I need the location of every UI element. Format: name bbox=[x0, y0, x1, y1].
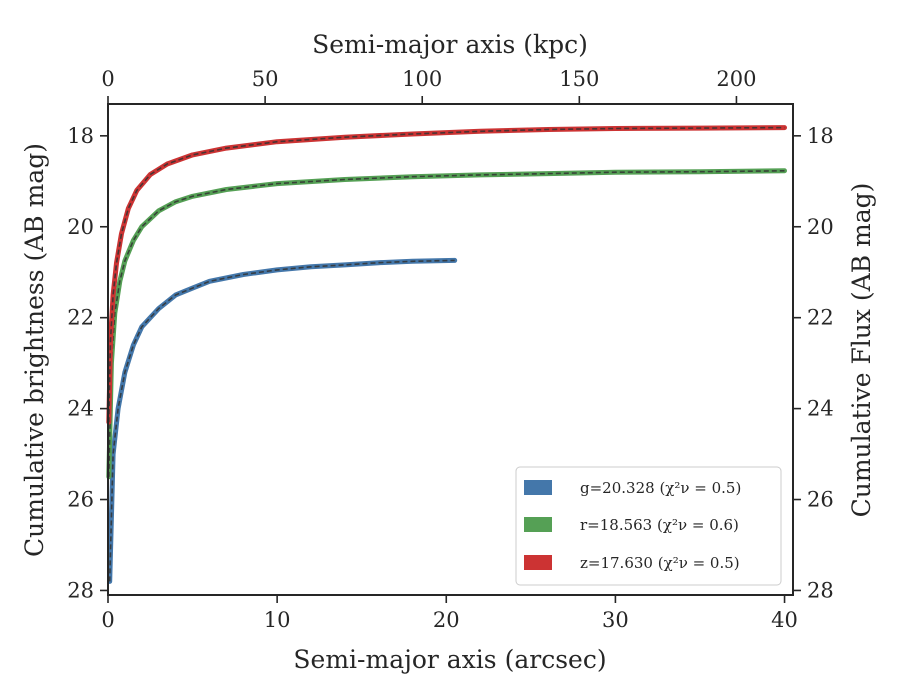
series-model-line-0 bbox=[108, 259, 455, 582]
legend-swatch-r bbox=[524, 517, 552, 532]
x-axis-label: Semi-major axis (arcsec) bbox=[293, 645, 606, 674]
series-model-line-2 bbox=[108, 126, 785, 423]
y2-tick-label: 26 bbox=[807, 488, 834, 512]
y2-tick-label: 24 bbox=[807, 397, 834, 421]
y-tick-label: 22 bbox=[67, 306, 94, 330]
x2-tick-label: 200 bbox=[716, 67, 756, 91]
y-axis-label: Cumulative brightness (AB mag) bbox=[20, 143, 49, 557]
x2-tick-label: 0 bbox=[101, 67, 114, 91]
y2-tick-label: 28 bbox=[807, 578, 834, 602]
legend-label-g: g=20.328 (χ²ν = 0.5) bbox=[580, 479, 741, 497]
legend-label-z: z=17.630 (χ²ν = 0.5) bbox=[580, 554, 740, 572]
plot-frame bbox=[107, 103, 794, 596]
x-tick-label: 30 bbox=[602, 608, 629, 632]
y-tick-label: 24 bbox=[67, 397, 94, 421]
y-tick-label: 26 bbox=[67, 488, 94, 512]
x2-tick-label: 50 bbox=[252, 67, 279, 91]
legend: g=20.328 (χ²ν = 0.5) r=18.563 (χ²ν = 0.6… bbox=[515, 466, 782, 586]
x2-axis-label: Semi-major axis (kpc) bbox=[312, 30, 588, 59]
legend-label-r: r=18.563 (χ²ν = 0.6) bbox=[580, 516, 739, 534]
x-tick-label: 40 bbox=[771, 608, 798, 632]
y2-tick-label: 22 bbox=[807, 306, 834, 330]
y2-tick-label: 18 bbox=[807, 124, 834, 148]
x2-tick-label: 100 bbox=[402, 67, 442, 91]
series-lines bbox=[106, 125, 787, 584]
legend-swatch-g bbox=[524, 480, 552, 495]
series-model-line-1 bbox=[108, 170, 785, 477]
y-tick-label: 20 bbox=[67, 215, 94, 239]
legend-box bbox=[515, 466, 782, 586]
y-tick-label: 18 bbox=[67, 124, 94, 148]
axis-ticks: 0 10 20 30 40 0 50 100 150 200 18 18 20 20 22 22 24 24 26 2… bbox=[67, 67, 833, 632]
y2-axis-label: Cumulative Flux (AB mag) bbox=[847, 183, 876, 518]
y2-tick-label: 20 bbox=[807, 215, 834, 239]
y-tick-label: 28 bbox=[67, 578, 94, 602]
legend-swatch-z bbox=[524, 555, 552, 570]
x-tick-label: 10 bbox=[264, 608, 291, 632]
x-tick-label: 0 bbox=[101, 608, 114, 632]
x2-tick-label: 150 bbox=[559, 67, 599, 91]
x-tick-label: 20 bbox=[433, 608, 460, 632]
